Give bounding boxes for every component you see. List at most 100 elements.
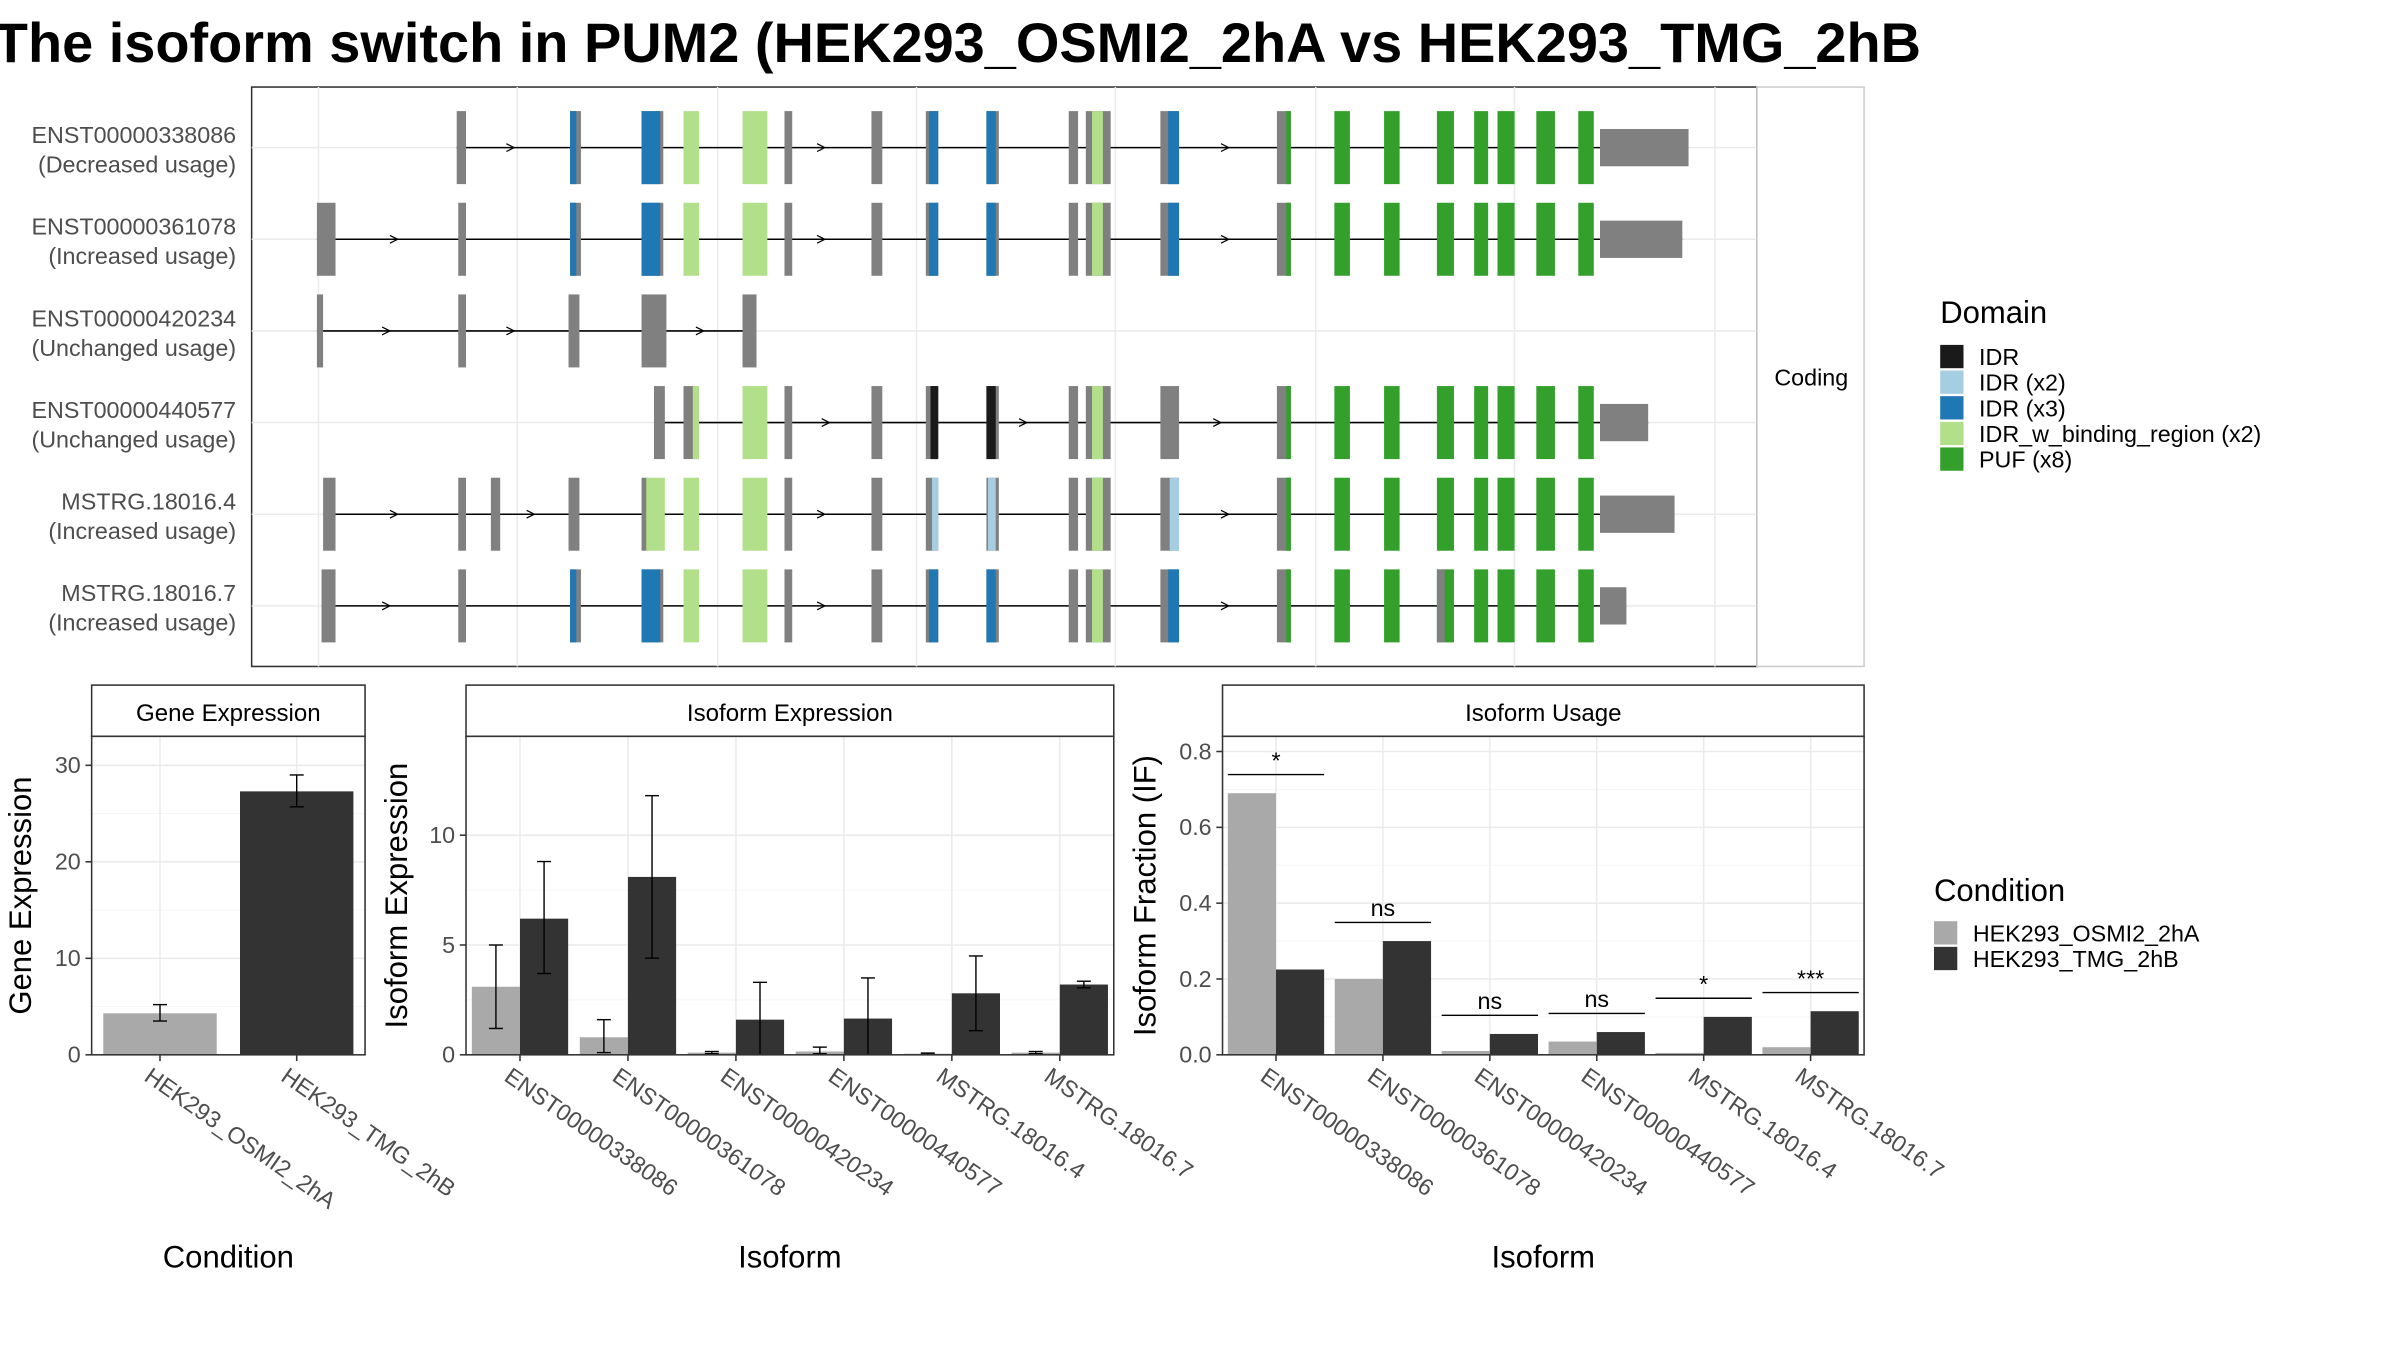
panel-title: Gene Expression: [136, 700, 321, 727]
domain-legend-key: [1940, 421, 1964, 446]
x-tick-label: ENST00000338086: [500, 1062, 683, 1201]
plot-area: [466, 736, 1114, 1055]
exon-block: [871, 202, 883, 276]
bar: [1334, 978, 1383, 1055]
exon-block: [1092, 111, 1103, 185]
exon-block: [928, 111, 939, 185]
panel-title: Isoform Usage: [1465, 700, 1621, 727]
domain-legend-title: Domain: [1940, 295, 2047, 330]
strand-arrow: [1220, 509, 1231, 519]
exon-block: [568, 294, 580, 368]
panel-strip: [465, 684, 1115, 738]
transcript-panel: ENST00000338086 (Decreased usage) ENST0000…: [31, 86, 1865, 668]
exon-block: [1092, 477, 1103, 551]
exon-block: [784, 111, 793, 185]
transcript-track: [456, 111, 1689, 185]
exon-block: [316, 202, 336, 276]
facet-label: Coding: [1774, 364, 1848, 390]
strand-arrow: [816, 143, 827, 153]
transcript-track: [653, 386, 1649, 460]
exon-block: [1497, 477, 1515, 551]
significance-label: *: [1699, 971, 1708, 997]
exon-block: [1384, 202, 1400, 276]
exon-block: [641, 477, 648, 551]
exon-block: [1168, 111, 1180, 185]
strand-arrow: [381, 326, 392, 336]
exon-block: [742, 386, 768, 460]
exon-block: [1384, 386, 1400, 460]
y-tick-label: 10: [55, 945, 81, 971]
strand-arrow: [1220, 143, 1231, 153]
exon-block: [1436, 386, 1454, 460]
isoform-expression-chart: Isoform ExpressionENST00000338086ENST000…: [379, 684, 1198, 1275]
y-tick-label: 10: [429, 822, 455, 848]
domain-legend-key: [1940, 344, 1964, 369]
exon-block: [1068, 477, 1079, 551]
transcript-usage-label: (Increased usage): [48, 243, 236, 269]
y-tick-label: 0.8: [1179, 738, 1211, 764]
y-tick-label: 0: [442, 1042, 455, 1068]
exon-block: [871, 477, 883, 551]
exon-block: [1474, 202, 1489, 276]
y-axis-title: Isoform Fraction (IF): [1128, 755, 1163, 1036]
exon-block: [1578, 386, 1594, 460]
transcript-usage-label: (Decreased usage): [38, 151, 236, 177]
exon-block: [323, 477, 336, 551]
exon-block: [1497, 569, 1515, 643]
y-tick-label: 30: [55, 752, 81, 778]
x-tick-label: ENST00000338086: [1256, 1062, 1439, 1201]
domain-legend-label: IDR (x2): [1979, 370, 2066, 396]
domain-legend-key: [1940, 370, 1964, 394]
bar: [1548, 1041, 1597, 1055]
exon-block: [653, 386, 665, 460]
significance-label: ***: [1797, 965, 1824, 991]
y-tick-label: 0.4: [1179, 890, 1211, 916]
transcript-labels: ENST00000338086 (Decreased usage) ENST0000…: [31, 122, 236, 636]
x-tick-label: ENST00000361078: [1363, 1062, 1546, 1201]
exon-block: [1334, 111, 1350, 185]
exon-block: [1334, 202, 1350, 276]
exon-block: [986, 111, 996, 185]
strand-arrow: [816, 601, 827, 611]
panel-border: [465, 735, 1115, 1056]
y-tick-label: 0.0: [1179, 1042, 1211, 1068]
y-tick-label: 0: [68, 1042, 81, 1068]
exon-block: [1600, 220, 1683, 258]
domain-legend-key: [1940, 447, 1964, 471]
transcript-id-label: ENST00000361078: [31, 214, 236, 240]
exon-block: [742, 569, 768, 643]
y-tick-label: 20: [55, 849, 81, 875]
strand-arrow: [381, 601, 392, 611]
bar: [240, 791, 354, 1055]
significance-label: ns: [1584, 986, 1609, 1012]
exon-block: [930, 386, 939, 460]
x-tick-label: ENST00000361078: [608, 1062, 791, 1201]
strand-arrow: [506, 143, 516, 153]
exon-block: [683, 202, 700, 276]
bar: [1059, 984, 1108, 1055]
bar: [1810, 1011, 1859, 1055]
exon-block: [871, 386, 883, 460]
exon-block: [986, 386, 996, 460]
exon-block: [987, 477, 996, 551]
bar: [1275, 969, 1325, 1055]
bar: [1703, 1016, 1752, 1055]
exon-block: [1286, 111, 1291, 185]
panel-border: [1221, 735, 1865, 1056]
exon-block: [784, 386, 793, 460]
facet-strip: [1756, 86, 1865, 668]
exon-block: [316, 294, 324, 368]
exon-block: [1600, 128, 1689, 167]
isoform-usage-chart: Isoform Usage * ENST00000338086 ns ENST00000…: [1128, 684, 1949, 1275]
exon-block: [1092, 386, 1103, 460]
bar: [1441, 1051, 1490, 1055]
exon-block: [490, 477, 501, 551]
transcript-id-label: MSTRG.18016.7: [61, 580, 236, 606]
transcript-usage-label: (Increased usage): [48, 518, 236, 544]
exon-block: [1536, 111, 1555, 185]
bar: [1382, 941, 1432, 1055]
strand-arrow: [389, 509, 400, 519]
panel-strip: [1221, 684, 1865, 738]
exon-block: [458, 569, 467, 643]
transcript-id-label: ENST00000338086: [31, 122, 236, 148]
